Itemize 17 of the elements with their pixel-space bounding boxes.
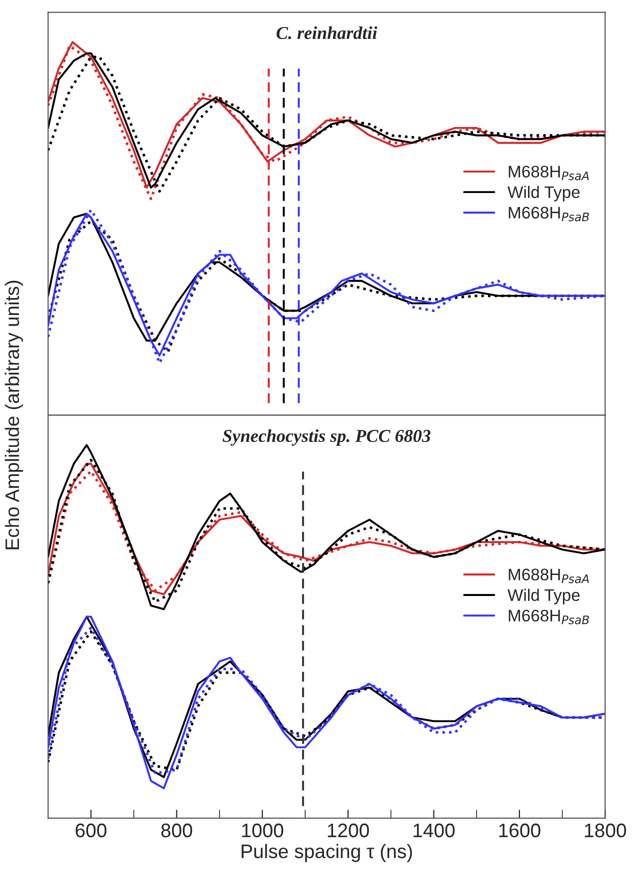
chart-title: Synechocystis sp. PCC 6803 [222,429,430,446]
x-tick-label: 1800 [585,824,626,838]
legend-label: M668H$_{PsaB}$ [508,610,589,624]
legend-label: M668H$_{PsaB}$ [508,206,589,222]
chart-title: C. reinhardtii [276,26,378,40]
x-tick-label: 600 [76,824,106,838]
x-tick-label: 1200 [328,824,369,838]
x-tick-label: 1000 [242,824,284,838]
x-tick-label: 1600 [499,824,540,838]
legend-label: M688H$_{PsaA}$ [508,166,589,180]
legend-label: M688H$_{PsaA}$ [508,568,589,584]
legend-label: Wild Type [508,186,580,202]
x-tick-label: 800 [161,824,192,838]
legend-label: Wild Type [508,588,580,604]
x-axis-title: Pulse spacing τ (ns) [242,844,412,862]
y-axis-title: Echo Amplitude (arbitrary units) [4,280,23,550]
x-tick-label: 1400 [414,824,455,838]
